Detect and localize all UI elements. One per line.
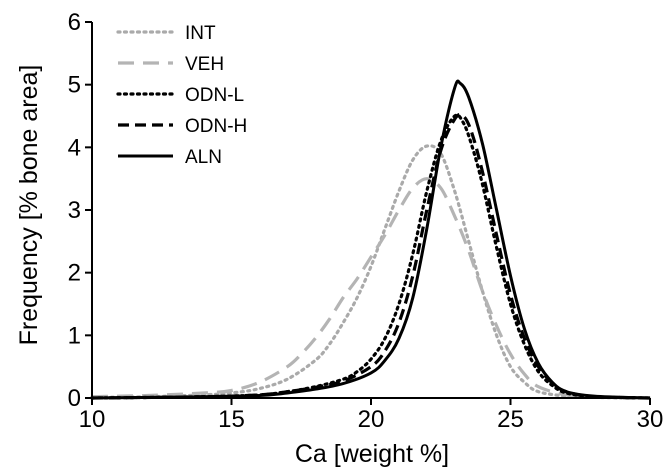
legend: INT VEH ODN-L ODN-H ALN <box>116 23 247 168</box>
y-axis-title: Frequency [% bone area] <box>15 65 43 346</box>
y-tick-label: 1 <box>68 322 81 349</box>
legend-label: INT <box>185 23 216 44</box>
legend-label: VEH <box>185 54 224 75</box>
legend-item-aln: ALN <box>118 147 222 168</box>
legend-label: ODN-H <box>185 116 247 137</box>
legend-label: ODN-L <box>185 85 244 106</box>
y-tick-label: 6 <box>68 9 81 36</box>
y-tick-label: 2 <box>68 260 81 287</box>
x-tick-label: 20 <box>358 406 385 433</box>
legend-item-int: INT <box>116 23 216 44</box>
y-tick-label: 3 <box>68 197 81 224</box>
y-tick-label: 4 <box>68 134 81 161</box>
x-tick-label: 30 <box>637 406 664 433</box>
series-line-aln <box>91 79 651 400</box>
x-tick-label: 25 <box>497 406 524 433</box>
legend-item-odn-l: ODN-L <box>116 85 244 106</box>
x-tick-label: 15 <box>218 406 245 433</box>
y-tick-label: 5 <box>68 72 81 99</box>
legend-label: ALN <box>185 147 222 168</box>
x-axis-title: Ca [weight %] <box>295 440 449 468</box>
series-line-odn-l <box>90 113 652 400</box>
x-tick-label: 10 <box>79 406 106 433</box>
series-line-veh <box>91 177 651 400</box>
axes: 10 15 20 25 30 0 1 2 3 4 5 6 <box>68 9 664 433</box>
series-line-int <box>90 144 652 400</box>
legend-item-odn-h: ODN-H <box>118 116 247 137</box>
series-line-odn-h <box>91 112 651 400</box>
plot-lines <box>90 79 652 400</box>
y-tick-label: 0 <box>68 385 81 412</box>
legend-item-veh: VEH <box>118 54 224 75</box>
